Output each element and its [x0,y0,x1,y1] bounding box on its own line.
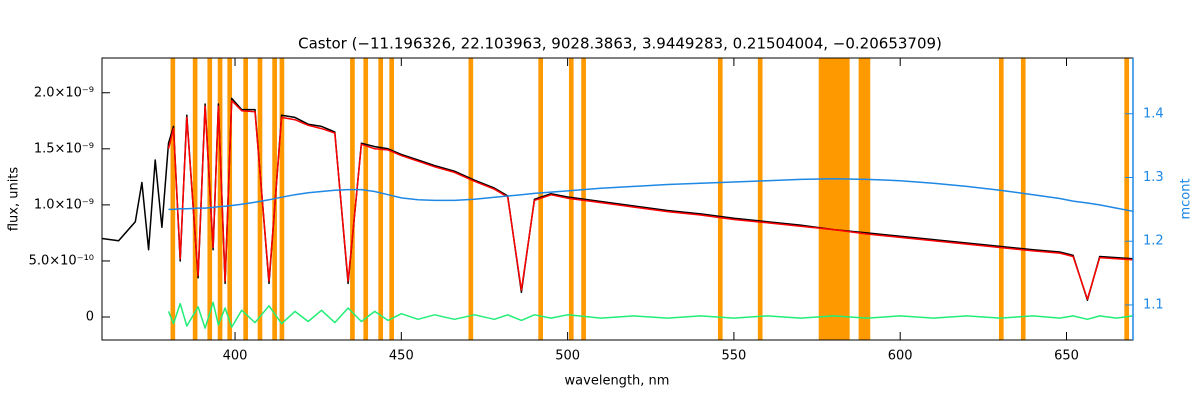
x-tick-label: 600 [888,349,913,364]
series-line [168,178,1134,213]
mask-band [257,58,263,340]
x-tick-label: 450 [389,349,414,364]
series-line [167,301,1134,329]
y-tick-label: 2.0×10⁻⁹ [34,85,94,100]
y-tick-label: 1.5×10⁻⁹ [34,141,94,156]
mask-band [227,58,233,340]
mask-band [192,58,198,340]
y-tick-label: 1.0×10⁻⁹ [34,197,94,212]
chart-title: Castor (−11.196326, 22.103963, 9028.3863… [298,35,942,53]
mask-band [757,58,763,340]
mask-band [350,58,355,340]
mask-band [279,58,285,340]
mask-band [363,58,369,340]
mask-band [217,58,223,340]
series-line [167,99,1134,300]
x-tick-label: 550 [721,349,746,364]
y-tick-label: 0 [86,310,94,325]
x-tick-label: 400 [223,349,248,364]
plot-frame [101,57,1134,341]
mask-band [818,58,850,340]
mask-band [378,58,384,340]
mask-band [1124,58,1130,340]
mask-band [170,58,176,340]
mask-band [243,58,249,340]
y2-tick-label: 1.3 [1143,170,1164,185]
y2-tick-label: 1.4 [1143,106,1164,121]
y2-tick-label: 1.2 [1143,234,1164,249]
mask-band [858,58,871,340]
mask-band [998,58,1004,340]
mask-band [1020,58,1026,340]
x-tick-label: 500 [555,349,580,364]
y-axis-title: flux, units [7,167,22,232]
mask-band [717,58,723,340]
y2-tick-label: 1.1 [1143,297,1164,312]
y-tick-label: 5.0×10⁻¹⁰ [29,253,94,268]
mask-band [389,58,395,340]
x-tick-label: 650 [1054,349,1079,364]
y2-axis-title: mcont [1179,178,1194,219]
x-axis-title: wavelength, nm [565,374,670,389]
